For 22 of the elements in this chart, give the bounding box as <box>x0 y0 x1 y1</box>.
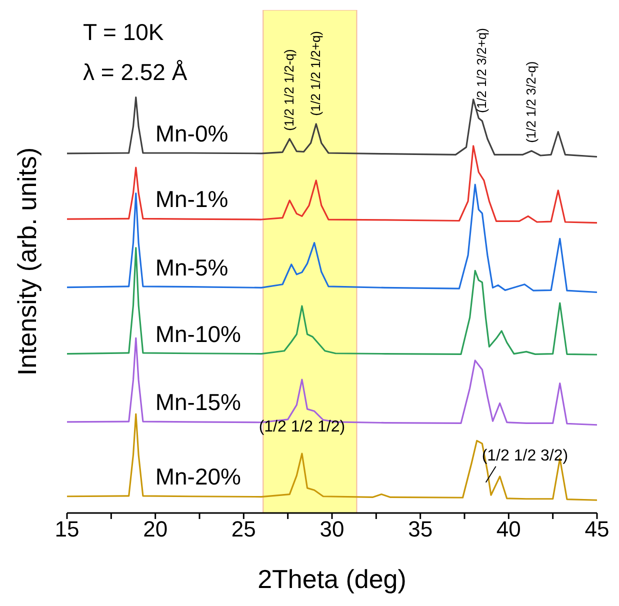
y-axis-title: Intensity (arb. units) <box>12 147 42 376</box>
annotation: (1/2 1/2 1/2-q) <box>282 49 297 131</box>
annotation: (1/2 1/2 3/2+q) <box>474 28 490 113</box>
x-tick-label: 30 <box>320 516 344 542</box>
series-label: Mn-20% <box>155 463 241 490</box>
series-label: Mn-15% <box>155 388 241 415</box>
annotation: (1/2 1/2 1/2) <box>258 418 346 436</box>
x-tick-label: 45 <box>584 516 610 542</box>
x-tick-label: 25 <box>231 516 256 542</box>
series-label: Mn-5% <box>155 254 228 280</box>
x-tick-label: 40 <box>496 516 521 542</box>
x-axis-title: 2Theta (deg) <box>258 564 406 594</box>
x-tick-label: 20 <box>143 516 168 542</box>
series-label: Mn-0% <box>155 120 228 146</box>
x-tick-label: 35 <box>408 516 433 542</box>
annotation: (1/2 1/2 3/2-q) <box>524 61 539 143</box>
text: λ = 2.52 Å <box>83 59 188 85</box>
annotation: (1/2 1/2 1/2+q) <box>308 30 324 116</box>
text: T = 10K <box>83 19 164 45</box>
series-label: Mn-1% <box>155 186 228 212</box>
series-label: Mn-10% <box>155 320 241 347</box>
x-tick-label: 15 <box>54 516 80 542</box>
